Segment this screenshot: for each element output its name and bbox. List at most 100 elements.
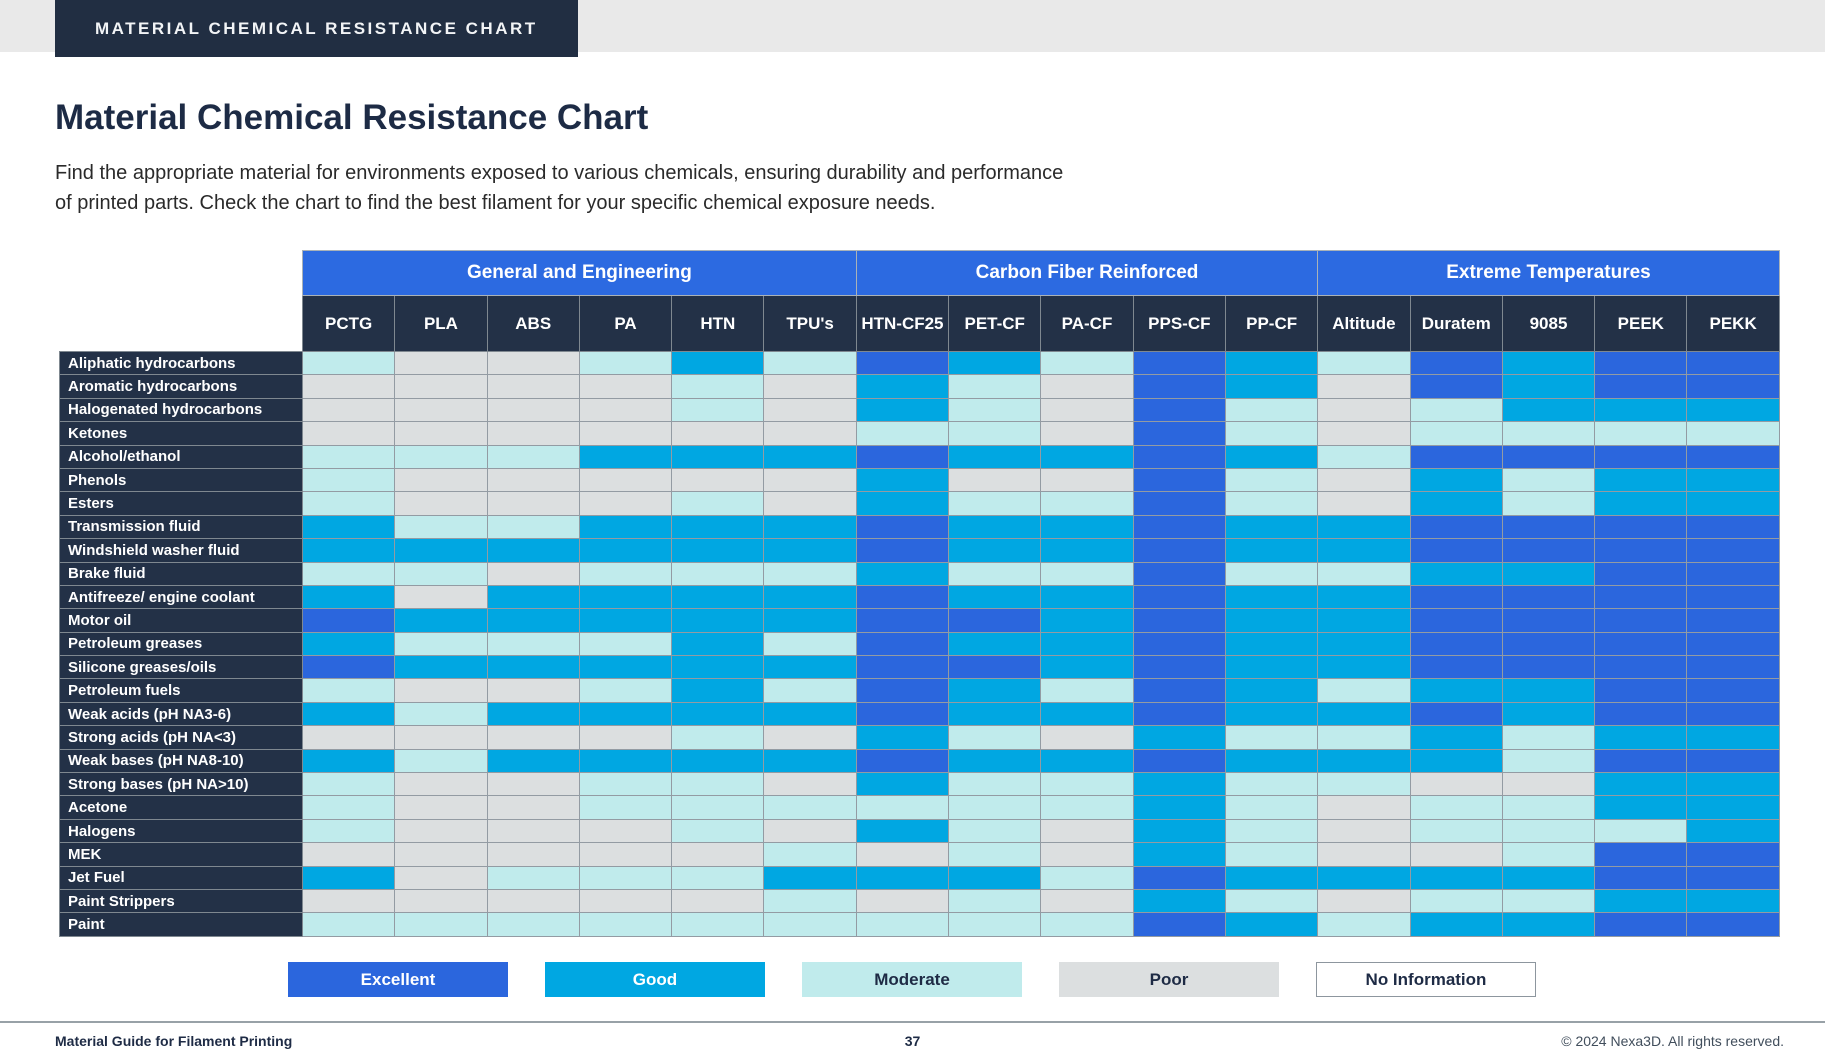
resistance-cell xyxy=(948,538,1042,563)
resistance-cell xyxy=(301,444,396,469)
resistance-cell xyxy=(1317,678,1411,703)
resistance-cell xyxy=(763,678,857,703)
resistance-cell xyxy=(301,631,396,657)
resistance-cell xyxy=(301,912,396,937)
resistance-cell xyxy=(763,514,857,540)
table-row: Aliphatic hydrocarbons xyxy=(59,350,1780,376)
resistance-cell xyxy=(1132,795,1226,820)
resistance-cell xyxy=(671,444,765,469)
resistance-cell xyxy=(1501,865,1596,890)
resistance-cell xyxy=(1132,350,1226,376)
table-row: Antifreeze/ engine coolant xyxy=(59,584,1780,610)
resistance-cell xyxy=(1132,421,1226,446)
resistance-cell xyxy=(1040,795,1134,820)
resistance-cell xyxy=(1686,655,1780,680)
resistance-cell xyxy=(948,608,1042,633)
resistance-cell xyxy=(763,397,857,423)
resistance-cell xyxy=(1040,888,1134,914)
resistance-cell xyxy=(1317,584,1411,610)
resistance-cell xyxy=(1409,655,1503,680)
resistance-cell xyxy=(301,818,396,844)
resistance-cell xyxy=(1040,467,1134,493)
banner-label: MATERIAL CHEMICAL RESISTANCE CHART xyxy=(95,18,538,38)
resistance-cell xyxy=(1224,888,1319,914)
resistance-cell xyxy=(948,397,1042,423)
resistance-cell xyxy=(1686,678,1780,703)
resistance-cell xyxy=(394,467,488,493)
resistance-cell xyxy=(1686,374,1780,399)
resistance-cell xyxy=(1224,842,1319,867)
resistance-cell xyxy=(1040,514,1134,540)
resistance-cell xyxy=(1224,444,1319,469)
resistance-cell xyxy=(394,725,488,750)
resistance-cell xyxy=(301,655,396,680)
resistance-cell xyxy=(763,631,857,657)
resistance-cell xyxy=(578,561,673,586)
resistance-cell xyxy=(1409,818,1503,844)
resistance-cell xyxy=(486,538,580,563)
resistance-cell xyxy=(1409,397,1503,423)
resistance-cell xyxy=(763,467,857,493)
resistance-cell xyxy=(948,631,1042,657)
resistance-cell xyxy=(1224,538,1319,563)
material-column-header: PEEK xyxy=(1594,295,1688,352)
resistance-cell xyxy=(486,374,580,399)
resistance-cell xyxy=(855,421,950,446)
material-column-header: PPS-CF xyxy=(1132,295,1226,352)
chemical-row-label: Petroleum fuels xyxy=(59,678,303,703)
resistance-cell xyxy=(394,842,488,867)
chemical-row-label: Paint xyxy=(59,912,303,937)
resistance-cell xyxy=(578,538,673,563)
resistance-cell xyxy=(1501,655,1596,680)
resistance-cell xyxy=(1132,772,1226,797)
resistance-cell xyxy=(1409,350,1503,376)
resistance-cell xyxy=(948,748,1042,774)
resistance-cell xyxy=(578,514,673,540)
resistance-cell xyxy=(763,748,857,774)
resistance-cell xyxy=(671,912,765,937)
resistance-cell xyxy=(1409,678,1503,703)
resistance-cell xyxy=(1132,655,1226,680)
resistance-cell xyxy=(1686,818,1780,844)
resistance-cell xyxy=(671,631,765,657)
resistance-cell xyxy=(1040,561,1134,586)
resistance-cell xyxy=(1224,514,1319,540)
resistance-cell xyxy=(1317,655,1411,680)
resistance-cell xyxy=(671,888,765,914)
resistance-cell xyxy=(301,842,396,867)
resistance-cell xyxy=(763,584,857,610)
resistance-cell xyxy=(1686,865,1780,890)
resistance-cell xyxy=(1040,444,1134,469)
resistance-cell xyxy=(486,818,580,844)
chemical-row-label: Brake fluid xyxy=(59,561,303,586)
resistance-cell xyxy=(1224,421,1319,446)
resistance-cell xyxy=(1686,444,1780,469)
resistance-cell xyxy=(1501,561,1596,586)
resistance-cell xyxy=(1224,631,1319,657)
resistance-cell xyxy=(1040,584,1134,610)
resistance-cell xyxy=(855,818,950,844)
table-row: Strong bases (pH NA>10) xyxy=(59,772,1780,797)
resistance-cell xyxy=(855,888,950,914)
resistance-cell xyxy=(763,421,857,446)
resistance-cell xyxy=(486,795,580,820)
resistance-cell xyxy=(1317,912,1411,937)
resistance-cell xyxy=(486,350,580,376)
resistance-cell xyxy=(1317,374,1411,399)
resistance-cell xyxy=(486,888,580,914)
resistance-cell xyxy=(1132,912,1226,937)
resistance-cell xyxy=(301,865,396,890)
resistance-cell xyxy=(1686,912,1780,937)
resistance-cell xyxy=(763,608,857,633)
chemical-row-label: Weak bases (pH NA8-10) xyxy=(59,748,303,774)
resistance-cell xyxy=(1594,631,1688,657)
chemical-row-label: Halogenated hydrocarbons xyxy=(59,397,303,423)
resistance-cell xyxy=(1132,538,1226,563)
resistance-cell xyxy=(1040,350,1134,376)
resistance-cell xyxy=(1594,538,1688,563)
resistance-cell xyxy=(1132,678,1226,703)
table-row: MEK xyxy=(59,842,1780,867)
resistance-cell xyxy=(1317,865,1411,890)
resistance-cell xyxy=(486,655,580,680)
resistance-cell xyxy=(578,584,673,610)
